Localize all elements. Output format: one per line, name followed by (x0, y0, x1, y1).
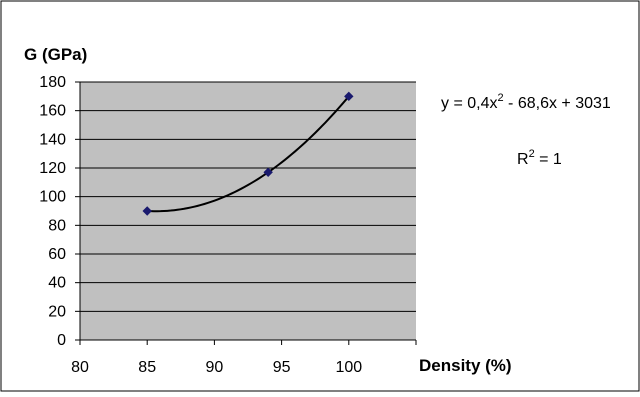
y-tick-label: 80 (48, 217, 66, 234)
x-ticks: 80 85 90 95 100 (71, 340, 417, 376)
y-tick-label: 100 (39, 189, 66, 206)
data-point (142, 206, 152, 216)
y-tick-label: 140 (39, 131, 66, 148)
equation-exponent: 2 (497, 92, 503, 104)
x-tick-label: 90 (206, 359, 224, 376)
axes (79, 82, 416, 341)
data-points (142, 91, 354, 216)
equation-suffix: - 68,6x + 3031 (504, 95, 611, 112)
r2-exponent: 2 (529, 148, 535, 160)
trendline-equation: y = 0,4x2 - 68,6x + 3031 (441, 92, 611, 112)
x-tick-label: 85 (138, 359, 156, 376)
x-tick-label: 80 (71, 359, 89, 376)
y-tick-label: 20 (48, 303, 66, 320)
r-squared-label: R2 = 1 (517, 148, 562, 168)
equation-prefix: y = 0,4x (441, 95, 497, 112)
grid-lines (80, 81, 416, 312)
plot-area (80, 82, 416, 340)
trendline (147, 95, 350, 213)
y-tick-label: 40 (48, 275, 66, 292)
r2-prefix: R (517, 151, 529, 168)
y-tick-label: 60 (48, 246, 66, 263)
data-point (263, 167, 273, 178)
y-tick-label: 180 (39, 74, 66, 91)
y-axis-label: G (GPa) (24, 45, 87, 64)
x-tick-label: 95 (273, 359, 291, 376)
y-tick-label: 0 (57, 332, 66, 349)
y-ticks: 0 20 40 60 80 100 120 140 160 180 (39, 74, 80, 349)
y-tick-label: 120 (39, 160, 66, 177)
data-point (344, 91, 354, 102)
r2-suffix: = 1 (535, 151, 562, 168)
x-tick-label: 100 (335, 359, 362, 376)
x-axis-label: Density (%) (419, 356, 512, 375)
y-tick-label: 160 (39, 103, 66, 120)
